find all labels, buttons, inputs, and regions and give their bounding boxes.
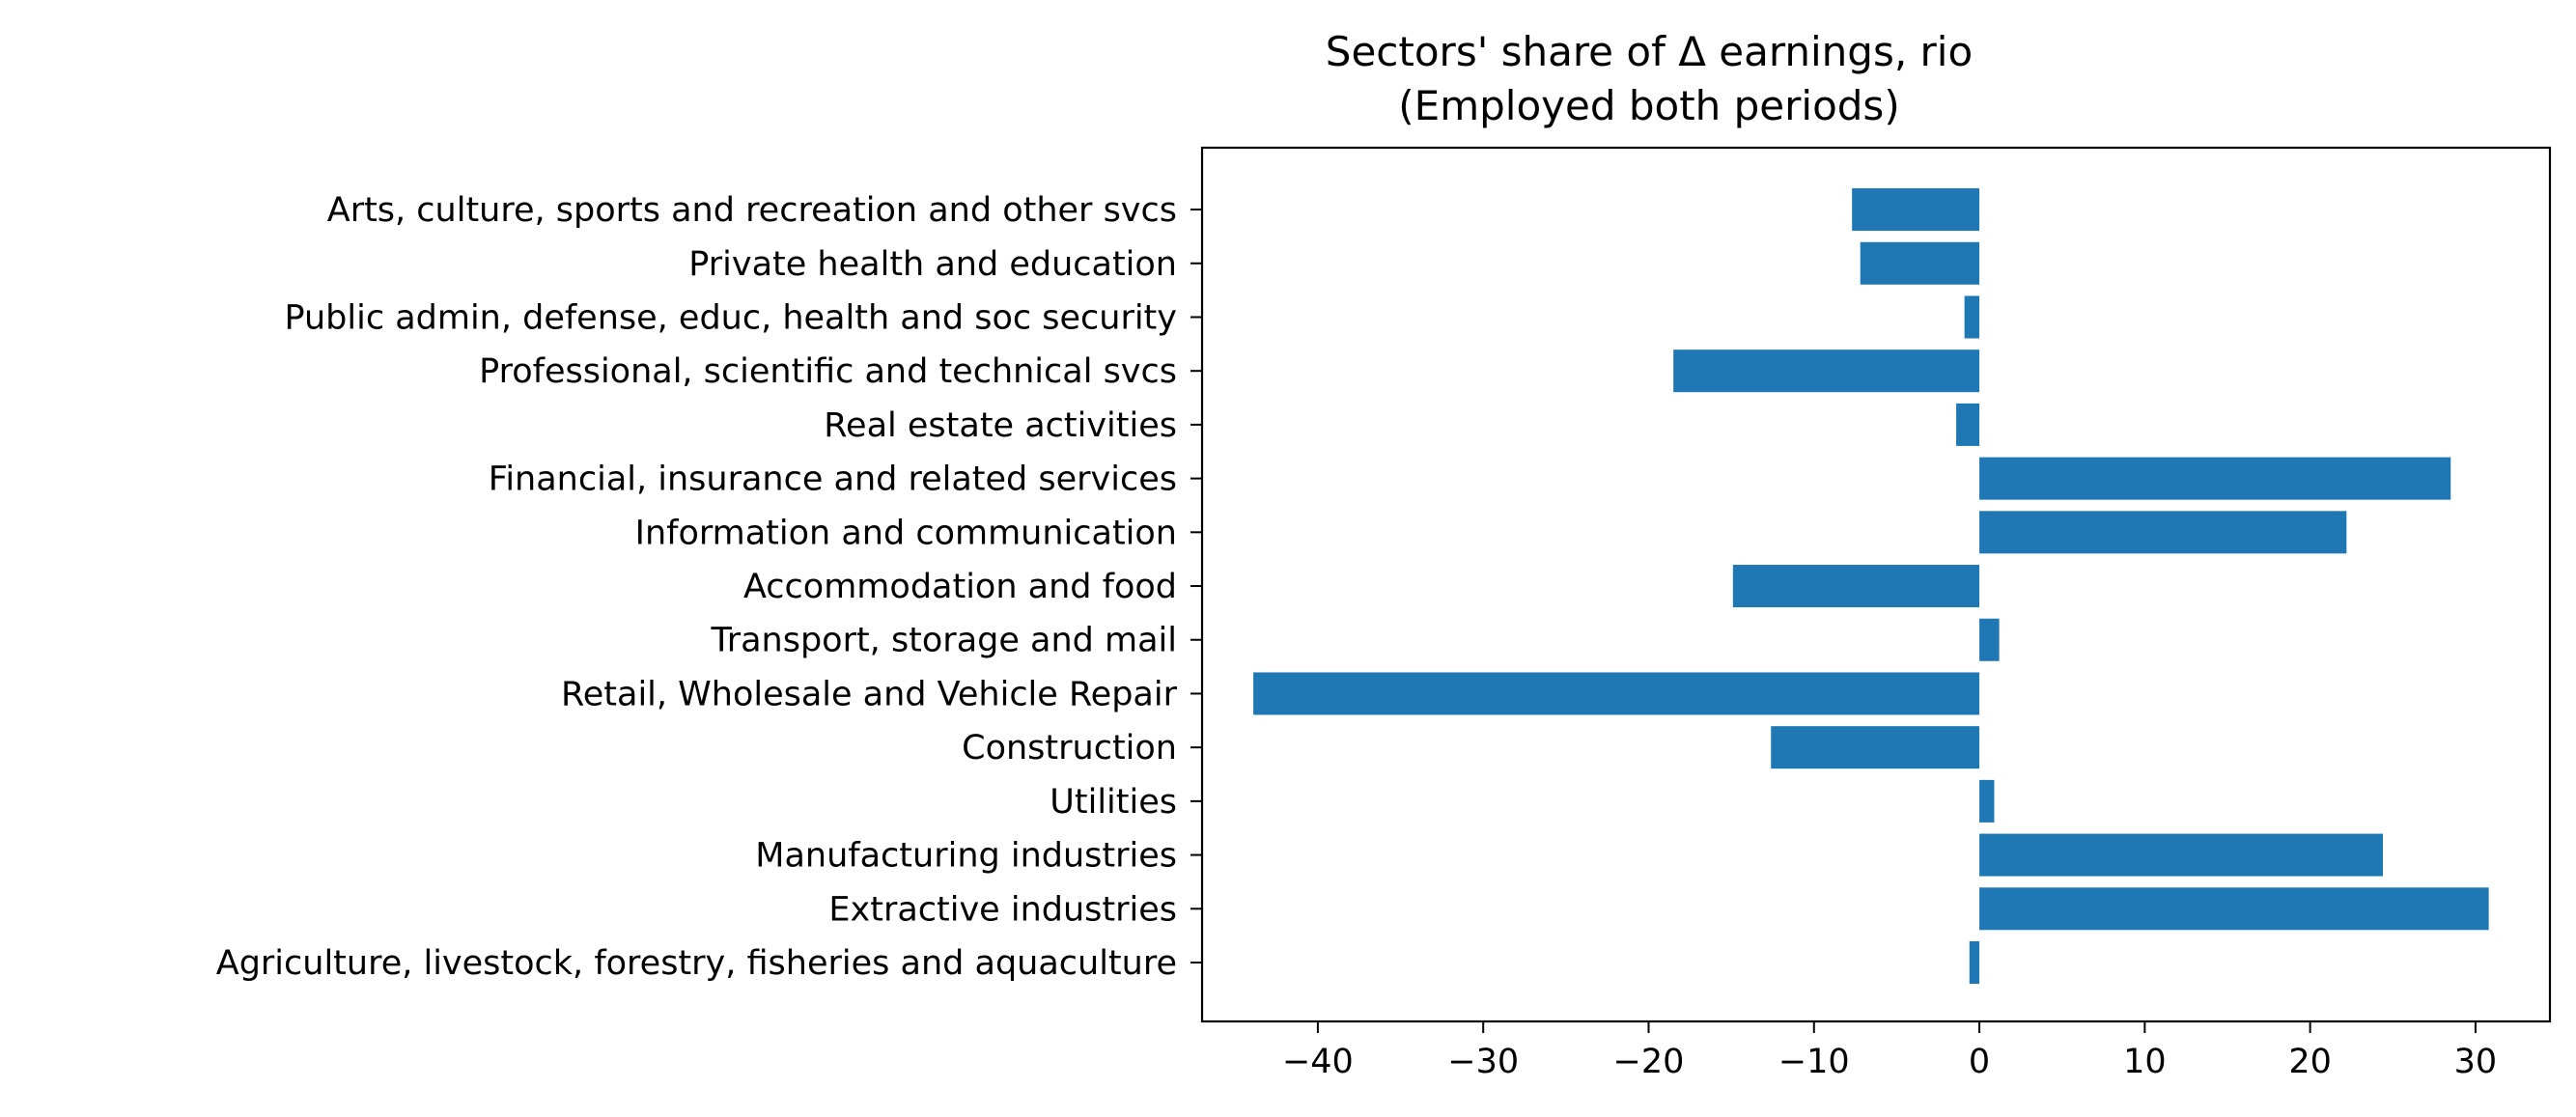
y-tick-label: Financial, insurance and related service… bbox=[489, 461, 1177, 499]
x-tick-label: 20 bbox=[2288, 1043, 2332, 1081]
y-tick-label: Extractive industries bbox=[828, 890, 1177, 929]
bar bbox=[1969, 941, 1980, 984]
y-tick-label: Retail, Wholesale and Vehicle Repair bbox=[561, 675, 1178, 713]
chart-subtitle: (Employed both periods) bbox=[1398, 82, 1899, 129]
y-tick-label: Transport, storage and mail bbox=[710, 622, 1177, 660]
bar bbox=[1979, 511, 2347, 554]
x-axis: −40 −30 −20 −10 0 10 20 30 bbox=[1282, 1021, 2497, 1081]
plot-frame bbox=[1200, 146, 2552, 1023]
bar bbox=[1673, 349, 1980, 393]
bars-group bbox=[1253, 188, 2489, 984]
y-tick-label: Agriculture, livestock, forestry, fisher… bbox=[216, 944, 1177, 983]
x-tick-label: 10 bbox=[2123, 1043, 2167, 1081]
x-tick-label: −40 bbox=[1282, 1043, 1354, 1081]
y-tick-label: Manufacturing industries bbox=[755, 837, 1177, 876]
x-tick-label: −30 bbox=[1447, 1043, 1519, 1081]
y-tick-label: Construction bbox=[962, 729, 1177, 768]
bar bbox=[1771, 726, 1980, 769]
y-tick-label: Professional, scientific and technical s… bbox=[479, 352, 1177, 391]
x-tick-label: −10 bbox=[1778, 1043, 1850, 1081]
x-tick-label: 30 bbox=[2454, 1043, 2498, 1081]
bar bbox=[1979, 833, 2383, 877]
bar bbox=[1852, 188, 1980, 232]
y-tick-label: Accommodation and food bbox=[743, 568, 1177, 606]
y-tick-label: Private health and education bbox=[688, 245, 1177, 284]
y-tick-label: Utilities bbox=[1050, 783, 1177, 822]
bar bbox=[1860, 241, 1980, 285]
y-tick-label: Arts, culture, sports and recreation and… bbox=[327, 191, 1177, 230]
y-tick-label: Real estate activities bbox=[824, 406, 1177, 445]
bar bbox=[1732, 565, 1980, 608]
y-tick-label: Information and communication bbox=[635, 514, 1177, 552]
bar bbox=[1979, 887, 2489, 931]
chart-title: Sectors' share of Δ earnings, rio bbox=[1326, 28, 1973, 75]
bar bbox=[1979, 618, 2000, 661]
x-tick-label: −20 bbox=[1613, 1043, 1685, 1081]
bar bbox=[1253, 672, 1980, 715]
x-tick-label: 0 bbox=[1969, 1043, 1990, 1081]
bar bbox=[1979, 779, 1995, 823]
y-axis: Agriculture, livestock, forestry, fisher… bbox=[216, 191, 1202, 983]
y-tick-label: Public admin, defense, educ, health and … bbox=[284, 298, 1177, 337]
bar bbox=[1979, 457, 2451, 500]
bar bbox=[1956, 403, 1980, 446]
bar bbox=[1964, 295, 1980, 339]
